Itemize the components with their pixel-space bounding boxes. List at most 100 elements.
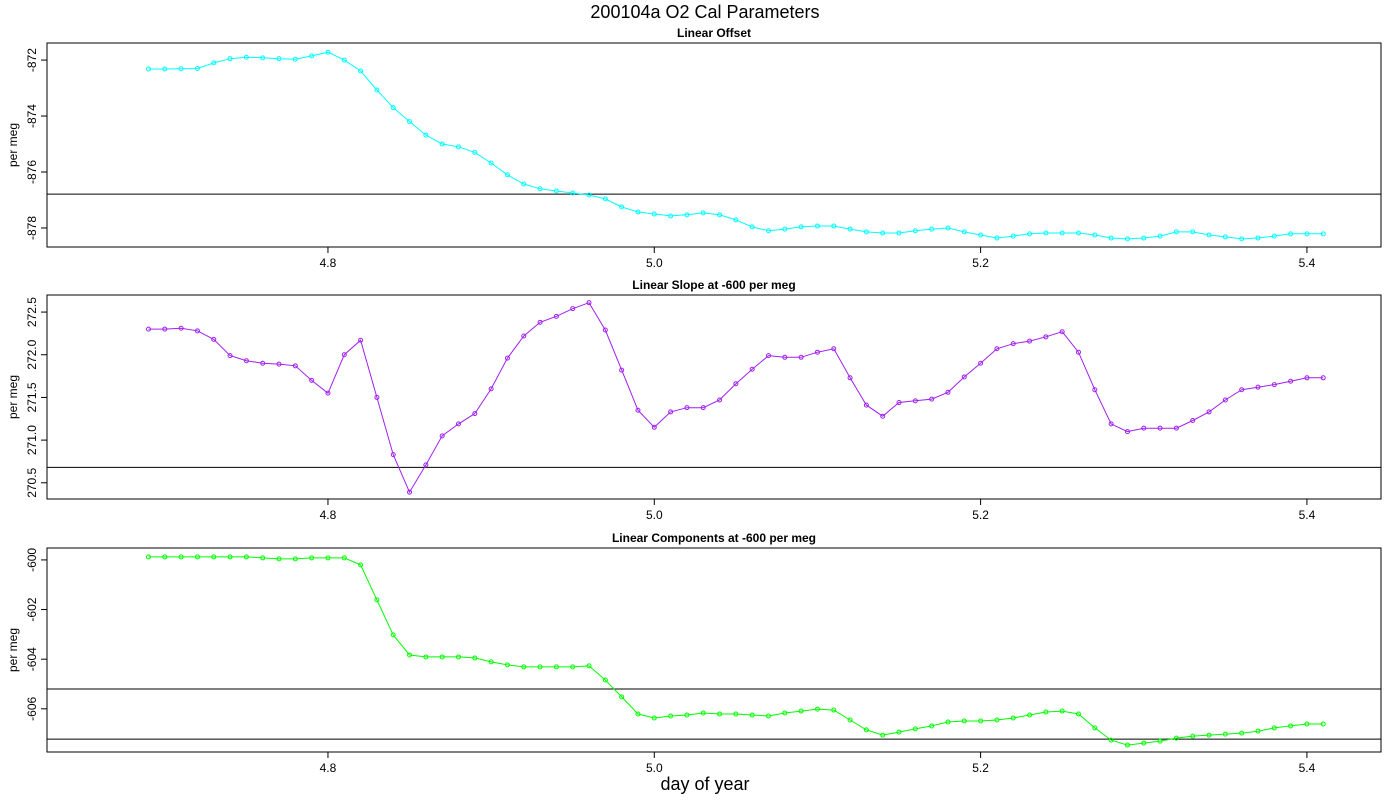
point: [570, 306, 576, 312]
point: [945, 225, 951, 231]
point: [1124, 236, 1130, 242]
point: [1092, 232, 1098, 238]
point: [390, 452, 396, 458]
point: [929, 226, 935, 232]
x-tick-label: 4.8: [320, 761, 337, 775]
point: [358, 337, 364, 343]
point: [162, 554, 168, 560]
point: [1141, 425, 1147, 431]
point: [863, 402, 869, 408]
point: [358, 68, 364, 74]
point: [700, 210, 706, 216]
point: [292, 556, 298, 562]
point: [162, 66, 168, 72]
point: [390, 632, 396, 638]
point: [668, 713, 674, 719]
point: [1059, 708, 1065, 714]
plot-frame: [46, 294, 1382, 500]
y-tick-label: -604: [25, 647, 39, 671]
x-tick-label: 4.8: [320, 256, 337, 270]
point: [1304, 721, 1310, 727]
point: [798, 224, 804, 230]
y-tick-label: -874: [25, 104, 39, 128]
point: [243, 54, 249, 60]
point: [717, 212, 723, 218]
point: [684, 405, 690, 411]
point: [1271, 725, 1277, 731]
point: [390, 105, 396, 111]
point: [423, 462, 429, 468]
point: [260, 55, 266, 61]
point: [178, 66, 184, 72]
point: [1288, 378, 1294, 384]
point: [684, 712, 690, 718]
series-line: [148, 302, 1324, 494]
point: [309, 555, 315, 561]
point: [325, 49, 331, 55]
point: [488, 659, 494, 665]
point: [325, 390, 331, 396]
point: [1173, 425, 1179, 431]
point: [1076, 711, 1082, 717]
point: [1141, 740, 1147, 746]
point: [1222, 234, 1228, 240]
point: [472, 655, 478, 661]
y-tick-label: 271.5: [25, 382, 39, 412]
point: [260, 360, 266, 366]
point: [374, 394, 380, 400]
point: [586, 192, 592, 198]
point: [961, 718, 967, 724]
point: [586, 300, 592, 306]
point: [1206, 409, 1212, 415]
point: [227, 353, 233, 359]
point: [602, 196, 608, 202]
point: [863, 727, 869, 733]
x-tick-label: 5.2: [972, 256, 989, 270]
point: [1190, 733, 1196, 739]
y-tick-label: -600: [25, 548, 39, 572]
point: [1027, 338, 1033, 344]
point: [896, 230, 902, 236]
point: [619, 367, 625, 373]
point: [439, 654, 445, 660]
point: [733, 711, 739, 717]
point: [1206, 232, 1212, 238]
point: [292, 56, 298, 62]
point: [945, 389, 951, 395]
point: [1320, 375, 1326, 381]
point: [1027, 231, 1033, 237]
point: [717, 397, 723, 403]
point: [994, 717, 1000, 723]
point: [407, 489, 413, 495]
point: [961, 229, 967, 235]
point: [880, 732, 886, 738]
point: [880, 230, 886, 236]
point: [765, 228, 771, 234]
point: [1255, 728, 1261, 734]
point: [863, 229, 869, 235]
point: [684, 212, 690, 218]
point: [553, 313, 559, 319]
point: [537, 319, 543, 325]
point: [292, 363, 298, 369]
point: [488, 386, 494, 392]
point: [1010, 341, 1016, 347]
y-tick-label: -876: [25, 160, 39, 184]
x-axis-label: day of year: [660, 774, 749, 794]
point: [504, 172, 510, 178]
point: [374, 87, 380, 93]
point: [945, 719, 951, 725]
point: [1206, 732, 1212, 738]
point: [439, 433, 445, 439]
point: [178, 554, 184, 560]
point: [504, 355, 510, 361]
point: [472, 149, 478, 155]
point: [814, 223, 820, 229]
point: [1190, 229, 1196, 235]
point: [1304, 375, 1310, 381]
y-tick-label: 272.0: [25, 339, 39, 369]
point: [1239, 730, 1245, 736]
point: [961, 374, 967, 380]
point: [488, 160, 494, 166]
y-axis-label: per meg: [6, 375, 20, 419]
